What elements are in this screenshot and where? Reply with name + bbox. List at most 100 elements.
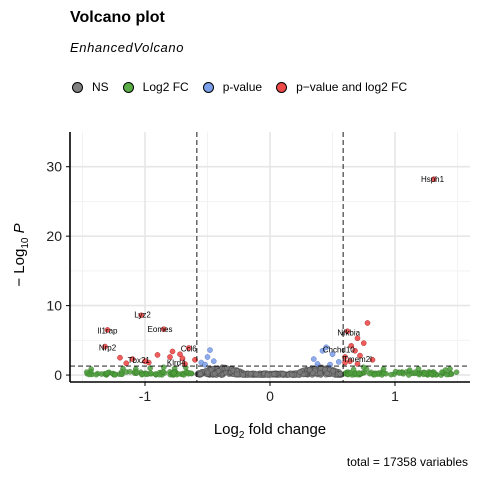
pvalue-point xyxy=(323,344,330,351)
ns-point xyxy=(288,371,295,378)
pvalue-point xyxy=(329,351,336,358)
chart-subtitle: EnhancedVolcano xyxy=(70,40,185,55)
log2fc-point xyxy=(118,371,125,377)
ns-point xyxy=(223,365,230,371)
legend-label-ns: NS xyxy=(92,80,109,94)
ns-point xyxy=(234,371,240,377)
y-axis-label: − Log10 P xyxy=(11,223,31,286)
ns-point xyxy=(215,368,222,374)
significant-point xyxy=(145,359,152,366)
ns-point xyxy=(271,371,277,377)
legend-item-pvalue: p-value xyxy=(202,80,263,94)
log2fc-point xyxy=(156,371,163,378)
significant-point xyxy=(342,354,348,360)
ns-point xyxy=(280,370,286,377)
ns-point xyxy=(324,370,330,377)
pvalue-point xyxy=(314,361,321,367)
legend-swatch-ns xyxy=(72,81,83,93)
ns-point xyxy=(204,369,211,376)
pvalue-point xyxy=(319,347,326,354)
caption: total = 17358 variables xyxy=(346,455,468,469)
log2fc-point xyxy=(93,371,99,378)
log2fc-point xyxy=(356,370,362,376)
point-label: Nrp2 xyxy=(99,343,117,352)
significant-point xyxy=(154,352,161,358)
legend-label-both: p−value and log2 FC xyxy=(296,80,408,94)
point-label: Klrd4 xyxy=(167,359,186,368)
pvalue-points xyxy=(198,344,342,368)
significant-point xyxy=(352,347,358,354)
pvalue-point xyxy=(204,354,211,360)
significant-point xyxy=(354,361,361,367)
significant-point xyxy=(169,348,176,355)
point-label: Lyz2 xyxy=(134,311,151,320)
ns-point xyxy=(309,370,316,376)
significant-point xyxy=(369,356,376,363)
axes: 0 10 20 30 -1 0 1 xyxy=(46,132,470,404)
significant-point xyxy=(129,356,136,362)
ns-point xyxy=(317,370,323,376)
significant-point xyxy=(430,176,437,183)
ns-point xyxy=(247,370,254,377)
log2fc-point xyxy=(134,369,140,376)
log2fc-point xyxy=(371,371,378,378)
significant-point xyxy=(177,351,183,358)
log2fc-point xyxy=(360,364,367,371)
log2fc-point xyxy=(422,369,428,376)
log2fc-point xyxy=(443,371,450,378)
significant-point xyxy=(104,327,111,333)
significant-point xyxy=(182,361,188,367)
point-label: Il1rap xyxy=(97,327,118,336)
y-tick-label: 0 xyxy=(54,367,62,383)
log2fc-point xyxy=(188,370,194,377)
significant-point xyxy=(160,326,167,333)
legend-label-pvalue: p-value xyxy=(222,80,263,94)
threshold-lines xyxy=(70,132,470,382)
log2fc-point xyxy=(127,368,133,375)
significant-point xyxy=(344,328,351,335)
log2fc-point xyxy=(366,370,373,377)
x-tick-label: -1 xyxy=(139,388,152,404)
log2fc-point xyxy=(170,370,177,377)
point-label: Chchd10 xyxy=(323,345,356,354)
log2fc-point xyxy=(139,371,145,378)
x-axis-label: Log2 fold change xyxy=(214,421,326,441)
significant-points xyxy=(102,176,437,367)
point-label: Tmem2l xyxy=(343,355,372,364)
point-label: Eomes xyxy=(148,325,173,334)
ns-point xyxy=(240,372,246,378)
x-tick-label: 0 xyxy=(266,388,274,404)
log2fc-point xyxy=(83,369,90,375)
significant-point xyxy=(360,340,367,346)
point-label: Tbx21 xyxy=(128,356,151,365)
significant-point xyxy=(179,355,186,362)
significant-point xyxy=(348,343,355,349)
legend-item-ns: NS xyxy=(72,80,109,94)
chart-title: Volcano plot xyxy=(70,9,165,26)
log2fc-point xyxy=(412,369,418,375)
pvalue-point xyxy=(310,356,317,362)
significant-point xyxy=(102,343,108,350)
log2fc-point xyxy=(453,369,460,375)
significant-point xyxy=(167,354,173,360)
y-tick-label: 10 xyxy=(46,298,62,314)
pvalue-point xyxy=(335,359,342,365)
significant-point xyxy=(354,335,361,342)
significant-point xyxy=(185,345,192,351)
legend-swatch-log2fc xyxy=(122,81,134,93)
grid xyxy=(70,132,470,382)
point-label: Ccl6 xyxy=(181,345,198,354)
legend-item-log2fc: Log2 FC xyxy=(122,80,189,94)
ns-point xyxy=(197,371,204,377)
significant-point xyxy=(192,356,198,363)
log2fc-point xyxy=(388,371,394,378)
pvalue-point xyxy=(210,358,217,364)
ns-point xyxy=(330,368,336,374)
log2fc-point xyxy=(160,364,167,371)
legend-swatch-both xyxy=(276,81,288,93)
log2fc-point xyxy=(112,372,118,378)
log2fc-point xyxy=(396,370,403,376)
point-label: Nfkbia xyxy=(337,329,360,338)
log2fc-point xyxy=(147,370,154,376)
